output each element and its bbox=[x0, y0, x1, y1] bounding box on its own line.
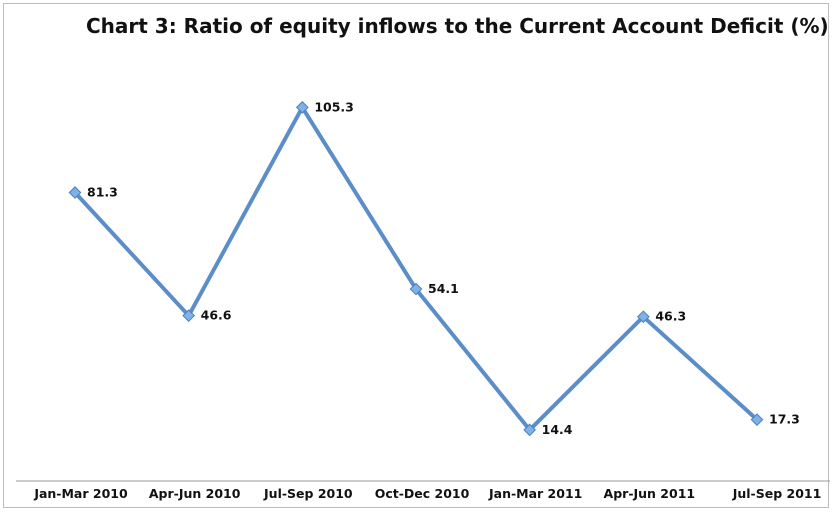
x-tick-labels: Jan-Mar 2010 Apr-Jun 2010 Jul-Sep 2010 Oct-… bbox=[33, 486, 821, 501]
data-label: 14.4 bbox=[542, 422, 573, 437]
x-tick-label: Jul-Sep 2011 bbox=[732, 486, 822, 501]
data-label: 105.3 bbox=[314, 99, 354, 114]
data-point bbox=[750, 413, 764, 426]
data-label: 54.1 bbox=[428, 281, 459, 296]
data-label: 46.6 bbox=[201, 308, 232, 323]
data-point bbox=[636, 310, 650, 324]
x-tick-label: Jan-Mar 2010 bbox=[33, 486, 128, 501]
x-tick-label: Apr-Jun 2011 bbox=[604, 486, 696, 501]
data-point bbox=[523, 423, 537, 437]
x-tick-label: Oct-Dec 2010 bbox=[375, 486, 470, 501]
series-line bbox=[73, 105, 759, 432]
data-label: 46.3 bbox=[655, 309, 686, 324]
chart-frame bbox=[3, 3, 829, 508]
chart-title: Chart 3: Ratio of equity inflows to the … bbox=[86, 14, 829, 38]
data-point bbox=[295, 101, 309, 114]
data-label: 17.3 bbox=[769, 412, 800, 427]
data-point bbox=[409, 282, 423, 296]
x-tick-label: Apr-Jun 2010 bbox=[149, 486, 241, 501]
x-tick-label: Jan-Mar 2011 bbox=[488, 486, 582, 501]
data-point bbox=[182, 309, 196, 323]
data-labels: 81.3 46.6 105.3 54.1 14.4 46.3 17.3 bbox=[87, 99, 800, 437]
data-point bbox=[68, 186, 82, 199]
data-label: 81.3 bbox=[87, 185, 118, 200]
x-tick-label: Jul-Sep 2010 bbox=[263, 486, 353, 501]
series-markers bbox=[68, 101, 764, 437]
